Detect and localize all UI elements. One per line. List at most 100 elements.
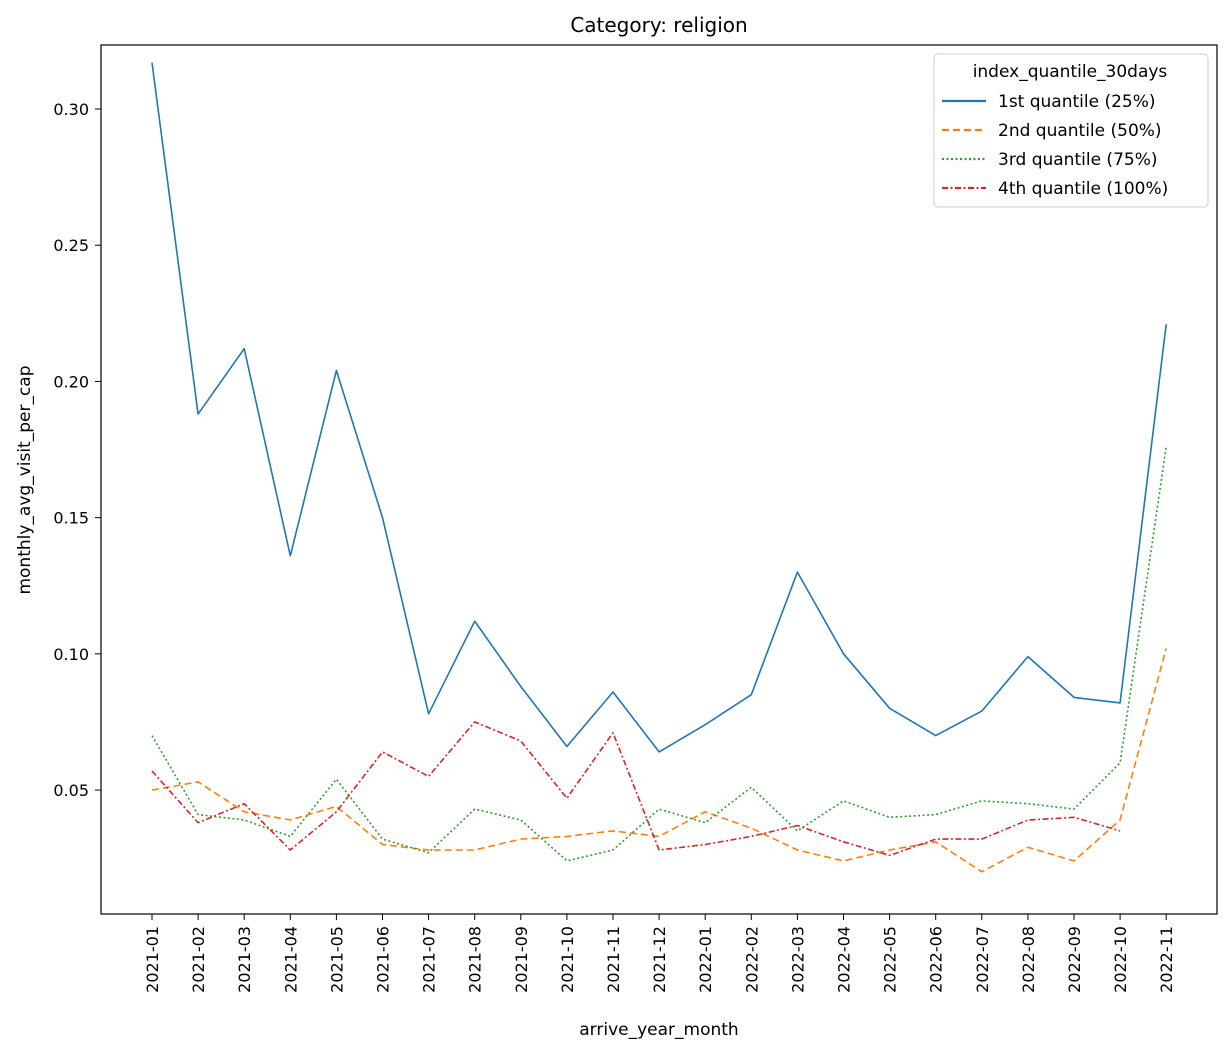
x-tick-label: 2022-09 bbox=[1065, 926, 1084, 993]
series-line bbox=[151, 62, 1167, 753]
data-point bbox=[980, 837, 984, 841]
x-tick-label: 2022-02 bbox=[742, 926, 761, 993]
data-point bbox=[381, 837, 385, 841]
data-point bbox=[749, 826, 753, 830]
data-point bbox=[888, 848, 892, 852]
data-point bbox=[150, 788, 154, 792]
legend-label: 4th quantile (100%) bbox=[998, 179, 1168, 199]
data-point bbox=[381, 843, 385, 847]
x-tick-label: 2021-01 bbox=[143, 926, 162, 993]
data-point bbox=[519, 818, 523, 822]
x-tick-label: 2021-04 bbox=[281, 926, 300, 993]
data-point bbox=[334, 777, 338, 781]
data-point bbox=[565, 745, 569, 749]
y-tick-label: 0.05 bbox=[53, 781, 89, 800]
data-point bbox=[565, 859, 569, 863]
data-point bbox=[1164, 646, 1168, 650]
data-point bbox=[196, 821, 200, 825]
chart-title: Category: religion bbox=[570, 13, 747, 37]
data-point bbox=[242, 810, 246, 814]
legend-box bbox=[933, 53, 1209, 208]
data-point bbox=[427, 774, 431, 778]
x-tick-label: 2022-01 bbox=[696, 926, 715, 993]
data-point bbox=[1118, 829, 1122, 833]
data-point bbox=[888, 853, 892, 857]
data-point bbox=[334, 369, 338, 373]
data-point bbox=[288, 554, 292, 558]
data-point bbox=[565, 834, 569, 838]
data-point bbox=[934, 837, 938, 841]
series-layer bbox=[150, 61, 1168, 873]
data-point bbox=[703, 843, 707, 847]
x-tick-label: 2022-07 bbox=[973, 926, 992, 993]
y-tick-label: 0.15 bbox=[53, 509, 89, 528]
data-point bbox=[381, 750, 385, 754]
data-point bbox=[196, 780, 200, 784]
data-point bbox=[795, 570, 799, 574]
data-point bbox=[519, 739, 523, 743]
data-point bbox=[473, 720, 477, 724]
x-axis: 2021-01 2021-02 2021-03 2021-04 2021-05 2021-… bbox=[143, 914, 1176, 993]
data-point bbox=[1072, 815, 1076, 819]
data-point bbox=[657, 834, 661, 838]
data-point bbox=[1164, 445, 1168, 449]
data-point bbox=[242, 802, 246, 806]
data-point bbox=[519, 837, 523, 841]
data-point bbox=[842, 840, 846, 844]
series-1 bbox=[150, 61, 1168, 754]
data-point bbox=[657, 807, 661, 811]
series-2 bbox=[150, 646, 1168, 873]
data-point bbox=[888, 815, 892, 819]
data-point bbox=[657, 848, 661, 852]
x-tick-label: 2022-11 bbox=[1157, 926, 1176, 993]
x-tick-label: 2021-06 bbox=[374, 926, 393, 993]
data-point bbox=[980, 799, 984, 803]
data-point bbox=[1026, 818, 1030, 822]
data-point bbox=[473, 807, 477, 811]
series-4 bbox=[150, 720, 1122, 857]
x-tick-label: 2021-08 bbox=[466, 926, 485, 993]
data-point bbox=[519, 685, 523, 689]
data-point bbox=[1164, 322, 1168, 326]
data-point bbox=[657, 750, 661, 754]
x-tick-label: 2022-03 bbox=[788, 926, 807, 993]
y-axis: 0.05 0.10 0.15 0.20 0.25 0.30 bbox=[53, 100, 101, 800]
data-point bbox=[611, 731, 615, 735]
series-line bbox=[151, 446, 1167, 862]
data-point bbox=[749, 834, 753, 838]
y-tick-label: 0.30 bbox=[53, 100, 89, 119]
data-point bbox=[196, 412, 200, 416]
data-point bbox=[473, 848, 477, 852]
data-point bbox=[1026, 802, 1030, 806]
x-tick-label: 2022-08 bbox=[1019, 926, 1038, 993]
data-point bbox=[1118, 761, 1122, 765]
x-tick-label: 2021-09 bbox=[512, 926, 531, 993]
data-point bbox=[1026, 655, 1030, 659]
data-point bbox=[150, 769, 154, 773]
data-point bbox=[934, 734, 938, 738]
data-point bbox=[842, 652, 846, 656]
data-point bbox=[427, 851, 431, 855]
y-tick-label: 0.10 bbox=[53, 645, 89, 664]
data-point bbox=[1072, 695, 1076, 699]
y-tick-label: 0.20 bbox=[53, 372, 89, 391]
data-point bbox=[611, 848, 615, 852]
data-point bbox=[242, 818, 246, 822]
x-tick-label: 2021-02 bbox=[189, 926, 208, 993]
series-3 bbox=[151, 445, 1168, 863]
data-point bbox=[150, 61, 154, 65]
data-point bbox=[703, 723, 707, 727]
data-point bbox=[1026, 845, 1030, 849]
data-point bbox=[334, 804, 338, 808]
x-tick-label: 2022-05 bbox=[881, 926, 900, 993]
data-point bbox=[934, 813, 938, 817]
series-line bbox=[151, 721, 1121, 857]
data-point bbox=[703, 821, 707, 825]
data-point bbox=[888, 706, 892, 710]
data-point bbox=[242, 347, 246, 351]
data-point bbox=[749, 785, 753, 789]
data-point bbox=[703, 810, 707, 814]
x-axis-label: arrive_year_month bbox=[579, 1020, 738, 1040]
data-point bbox=[1072, 859, 1076, 863]
